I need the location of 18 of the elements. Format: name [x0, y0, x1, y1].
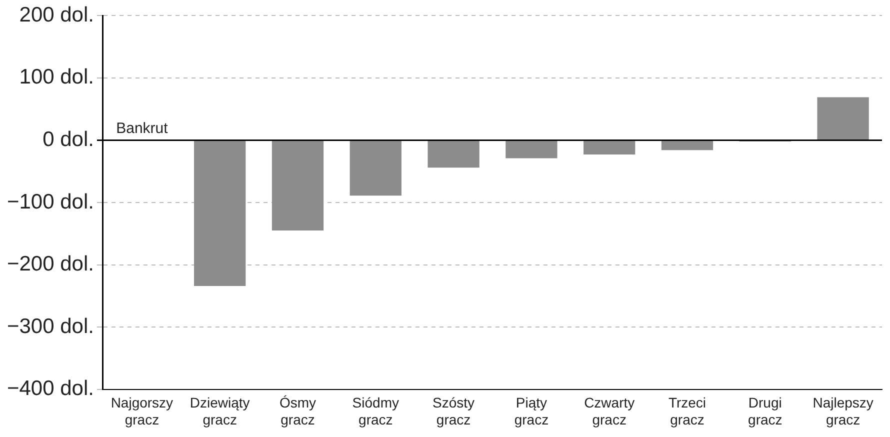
x-tick-label: Drugi gracz — [748, 394, 782, 428]
x-tick-label: Szósty gracz — [432, 394, 475, 428]
x-tick-label: Dziewiąty gracz — [190, 394, 250, 428]
y-tick-label: 200 dol. — [19, 3, 94, 26]
x-tick-label: Czwarty gracz — [584, 394, 635, 428]
x-tick-label: Najgorszy gracz — [110, 394, 174, 428]
y-tick-label: −400 dol. — [6, 377, 94, 400]
x-tick-label: Piąty gracz — [514, 394, 549, 428]
y-tick-label: −300 dol. — [6, 314, 94, 338]
y-tick-label: −100 dol. — [6, 190, 94, 214]
y-tick-label: 0 dol. — [42, 128, 94, 151]
y-tick-label: 100 dol. — [19, 66, 94, 89]
x-tick-label: Ósmy gracz — [279, 394, 316, 428]
annotation: Bankrut — [116, 120, 169, 137]
x-tick-label: Siódmy gracz — [352, 394, 399, 428]
y-tick-label: −200 dol. — [6, 252, 94, 276]
x-tick-label: Trzeci gracz — [668, 394, 706, 428]
x-tick-label: Najlepszy gracz — [812, 394, 874, 428]
